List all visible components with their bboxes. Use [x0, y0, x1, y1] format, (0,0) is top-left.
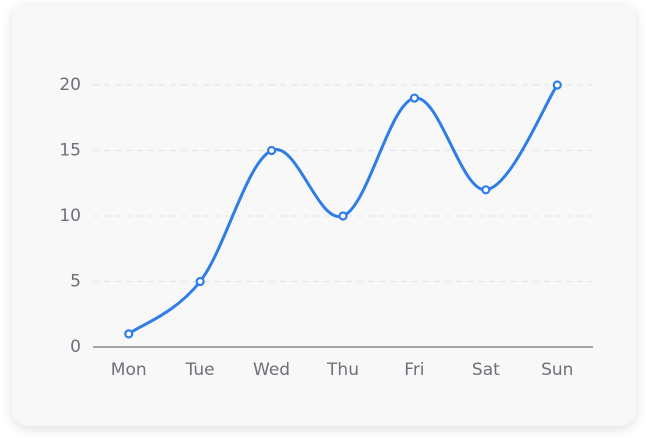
- card: [12, 4, 636, 426]
- point: [195, 276, 205, 287]
- y-tick-label: 10: [59, 206, 81, 226]
- x-tick-label: Mon: [111, 360, 147, 380]
- x-tick-label: Thu: [326, 360, 359, 380]
- point: [552, 80, 562, 90]
- x-tick-label: Sat: [472, 360, 500, 380]
- point: [481, 185, 491, 195]
- line: [127, 84, 559, 336]
- x-tick-label: Fri: [404, 360, 424, 380]
- x-tick-label: Tue: [185, 360, 215, 380]
- y-tick-label: 15: [59, 141, 81, 161]
- y-tick-label: 5: [70, 272, 81, 292]
- x-tick-label: Wed: [253, 360, 290, 380]
- point: [409, 93, 420, 103]
- y-tick-label: 0: [70, 337, 81, 357]
- point: [338, 211, 348, 221]
- point: [124, 329, 134, 339]
- x-tick-label: Sun: [541, 360, 573, 380]
- point: [266, 145, 277, 156]
- y-tick-label: 20: [59, 75, 81, 95]
